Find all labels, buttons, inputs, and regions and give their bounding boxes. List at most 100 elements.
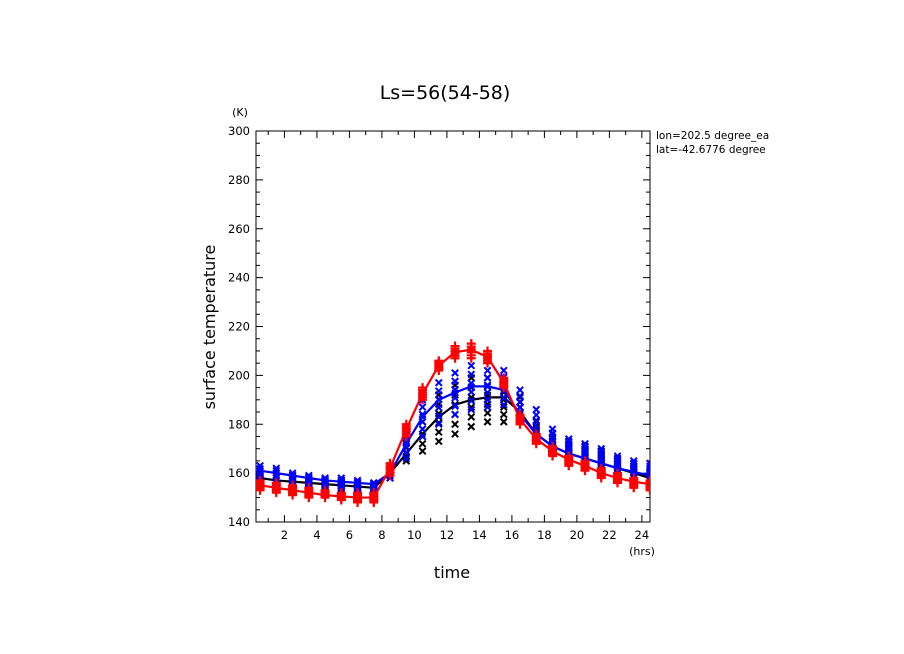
red-scatter-point [645,485,650,495]
black-scatter-point [483,417,492,426]
blue-scatter-point [402,454,411,463]
blue-scatter-point [629,456,638,465]
red-line-point [354,494,362,502]
y-tick-label: 140 [228,515,250,529]
red-line-point [467,346,475,354]
x-tick-label: 20 [570,528,585,542]
black-scatter-point [499,410,508,419]
red-scatter-point [645,483,650,493]
x-tick-label: 6 [346,528,353,542]
blue-scatter-point [467,361,476,370]
blue-scatter-point [434,420,443,429]
annotation-lat: lat=-42.6776 degree [656,144,766,156]
blue-scatter-point [418,403,427,412]
blue-scatter-point [467,370,476,379]
y-tick-label: 220 [228,320,250,334]
blue-scatter-point [516,391,524,400]
blue-line-point [630,468,638,476]
blue-line-point [305,474,313,482]
x-tick-label: 24 [635,528,650,542]
blue-scatter-point [597,444,606,453]
red-line-point [305,489,313,497]
black-scatter-point [451,430,459,438]
blue-line-point [321,476,329,484]
red-line-point [386,464,394,472]
y-tick-label: 240 [228,271,250,285]
blue-scatter-point [483,395,492,404]
annotation-lon: lon=202.5 degree_ea [656,130,769,142]
x-tick-label: 8 [378,528,385,542]
x-tick-label: 16 [505,528,520,542]
blue-scatter-point [434,378,443,387]
blue-line-point [451,388,459,396]
blue-scatter-point [451,410,459,419]
blue-scatter-point [467,405,476,414]
y-axis-label: surface temperature [200,245,219,410]
blue-line-point [402,440,410,448]
black-scatter-point [467,413,476,421]
blue-line-point [484,382,492,390]
red-line-point [484,353,492,361]
blue-line-point [370,480,378,488]
chart-title: Ls=56(54-58) [380,82,511,104]
blue-scatter-point [499,366,508,375]
black-scatter-point [467,403,476,412]
red-line-point [435,362,443,370]
red-line-point [549,447,557,455]
black-scatter-point [467,422,476,431]
red-line-point [272,484,280,492]
black-scatter-point [483,409,492,417]
black-scatter-point [418,439,427,448]
red-line-point [614,474,622,482]
black-scatter-point [418,447,427,456]
blue-scatter-point [451,369,459,377]
blue-scatter-point [499,400,508,409]
blue-scatter-point [483,366,492,375]
x-axis-label: time [434,563,470,582]
red-line-point [256,481,264,489]
blue-scatter-point [483,373,492,382]
x-tick-label: 14 [472,528,487,542]
blue-scatter-point [467,388,476,396]
y-tick-label: 300 [228,124,250,138]
black-line-point [451,401,459,409]
blue-scatter-point [483,403,492,412]
red-line-point [516,415,524,423]
blue-scatter-point [418,410,427,419]
blue-scatter-point [467,396,476,405]
blue-line-point [354,479,362,487]
blue-scatter-point [532,405,541,414]
blue-scatter-point [434,412,443,420]
x-unit-label: (hrs) [629,545,655,558]
x-tick-label: 2 [281,528,288,542]
blue-line-point [337,478,345,486]
blue-scatter-point [646,459,650,468]
x-tick-label: 10 [407,528,422,542]
y-tick-label: 200 [228,368,250,382]
blue-line-point [435,396,443,404]
red-line-point [597,469,605,477]
blue-scatter-point [613,452,622,460]
blue-line-point [646,472,650,480]
red-line-point [402,425,410,433]
red-scatter-point [645,475,650,485]
x-tick-label: 22 [602,528,617,542]
red-line-point [500,379,508,387]
blue-scatter-point [451,377,459,386]
blue-scatter-point [483,388,492,397]
red-line-point [565,456,573,464]
blue-line-point [272,469,280,477]
y-tick-label: 180 [228,417,250,431]
black-scatter-point [434,437,443,446]
black-scatter-point [451,420,459,429]
x-tick-label: 12 [440,528,455,542]
plot-frame [255,130,651,523]
blue-scatter-point [564,435,573,443]
red-line-point [646,480,650,488]
x-tick-label: 18 [537,528,552,542]
blue-scatter-point [402,448,411,457]
black-scatter-point [499,403,508,412]
red-line-point [630,478,638,486]
